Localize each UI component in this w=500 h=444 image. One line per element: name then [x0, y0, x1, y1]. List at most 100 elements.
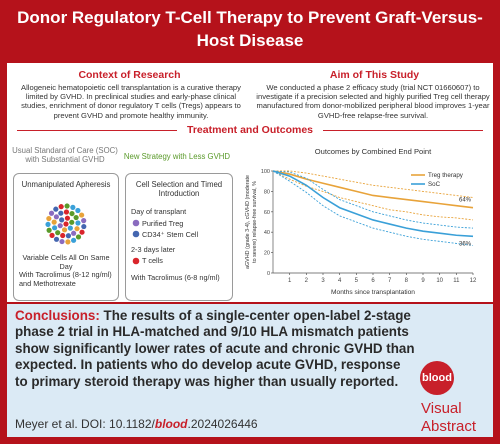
day0: Day of transplant [131, 207, 187, 216]
cell-dot [53, 236, 60, 242]
aim-text: We conducted a phase 2 efficacy study (t… [256, 83, 490, 120]
cell-dot [55, 230, 61, 236]
new-drugs: With Tacrolimus (6-8 ng/ml) [131, 273, 220, 282]
title: Donor Regulatory T-Cell Therapy to Preve… [17, 8, 483, 50]
conclusions-box: Conclusions: The results of a single-cen… [7, 304, 493, 437]
cell-cluster [45, 203, 87, 245]
new-box: Cell Selection and Timed Introduction Da… [125, 173, 233, 301]
soc-cells: Variable Cells All On Same Day [22, 253, 110, 271]
x-tick-label: 11 [453, 278, 460, 284]
cell-dot [71, 230, 77, 236]
cell-dot [59, 217, 65, 223]
end-label: 36% [459, 241, 472, 247]
cell-dot [53, 206, 59, 212]
y-axis-label: to severe) relapse-free survival, % [252, 181, 258, 263]
cell-dot [73, 214, 79, 221]
ci-line [272, 170, 474, 246]
treg-label: Purified Treg [142, 219, 184, 228]
y-tick-label: 100 [261, 169, 270, 175]
citation-journal: blood [154, 417, 188, 431]
cd34-label: CD34⁺ Stem Cell [142, 230, 199, 239]
citation: Meyer et al. DOI: 10.1182/blood.20240264… [15, 417, 258, 431]
chart: Outcomes by Combined End Point 0 20 40 60 80 1… [245, 147, 477, 296]
ci-line [272, 170, 474, 221]
cell-dot [70, 204, 76, 210]
cell-dot [48, 210, 55, 216]
cell-dot [69, 219, 75, 225]
divider [323, 130, 483, 131]
soc-box-title: Unmanipulated Apheresis [21, 180, 111, 189]
x-tick-label: 8 [405, 278, 409, 284]
x-tick-label: 6 [371, 278, 375, 284]
cd34-dot [132, 230, 140, 238]
cell-dot [57, 223, 63, 229]
x-tick-label: 4 [338, 278, 342, 284]
cell-dot [81, 223, 87, 230]
cell-dot [59, 238, 65, 245]
soc-box: Unmanipulated Apheresis Variable Cells A… [13, 173, 119, 301]
cell-dot [79, 212, 85, 218]
legend-icons [132, 219, 140, 238]
cell-dot [46, 227, 52, 233]
treg-dot [132, 219, 140, 227]
cell-dot [63, 221, 69, 227]
conclusions-label: Conclusions: [15, 308, 100, 323]
content-panel: Context of Research Allogeneic hematopoi… [7, 63, 493, 302]
x-tick-label: 9 [421, 278, 425, 284]
new-box-title: Cell Selection and Timed Introduction [135, 180, 223, 198]
x-tick-label: 3 [321, 278, 325, 284]
cell-dot [75, 207, 81, 214]
cell-dot [75, 234, 82, 240]
x-tick-label: 10 [436, 278, 443, 284]
cell-dot [75, 220, 81, 226]
cell-dot [58, 210, 64, 216]
treatment-heading: Treatment and Outcomes [186, 124, 314, 136]
context-heading: Context of Research [78, 69, 181, 81]
cell-dot [64, 215, 71, 221]
soc-drugs: With Tacrolimus (8-12 ng/ml) and Methotr… [19, 270, 112, 288]
later: 2-3 days later [131, 245, 176, 254]
series-line [272, 170, 474, 209]
cell-dot [53, 214, 59, 220]
conclusions-text: The results of a single-center open-labe… [15, 308, 415, 389]
cell-dot [74, 226, 80, 232]
x-tick-label: 5 [355, 278, 359, 284]
y-axis-label: aGVHD (grade 3-4), cGVHD (moderate [245, 175, 251, 269]
cell-dot [46, 215, 52, 222]
cell-dot [79, 229, 85, 235]
cell-dot [67, 225, 73, 231]
cell-dot [51, 219, 57, 225]
cell-dot [64, 203, 70, 209]
cell-dot [60, 232, 66, 239]
legend-label: SoC [428, 181, 441, 188]
series-line [272, 170, 474, 238]
citation-doi: .2024026446 [187, 417, 258, 431]
logo-line2: Abstract [421, 418, 477, 435]
cell-dot [63, 209, 70, 215]
cell-dot [69, 210, 75, 217]
chart-title: Outcomes by Combined End Point [315, 147, 432, 156]
y-tick-label: 20 [264, 251, 270, 257]
logo-line1: Visual [421, 400, 462, 417]
cell-dot [58, 204, 64, 210]
cell-dot [45, 221, 51, 228]
x-axis-label: Months since transplantation [331, 289, 415, 296]
aim-heading: Aim of This Study [329, 69, 420, 81]
cell-dot [65, 233, 72, 239]
cell-dot [71, 237, 77, 243]
y-tick-label: 0 [267, 271, 270, 277]
x-tick-label: 7 [388, 278, 392, 284]
y-tick-label: 40 [264, 230, 270, 236]
x-tick-label: 12 [470, 278, 477, 284]
divider [17, 130, 177, 131]
logo-circle [420, 361, 454, 395]
new-caption: New Strategy with Less GVHD [123, 152, 231, 161]
tcell-label: T cells [142, 256, 163, 265]
y-tick-label: 80 [264, 189, 270, 195]
ci-line [273, 170, 474, 198]
citation-authors: Meyer et al. DOI: 10.1182/ [15, 417, 155, 431]
tcell-dot [132, 257, 140, 265]
y-tick-label: 60 [264, 210, 270, 216]
cell-dot [65, 239, 71, 245]
